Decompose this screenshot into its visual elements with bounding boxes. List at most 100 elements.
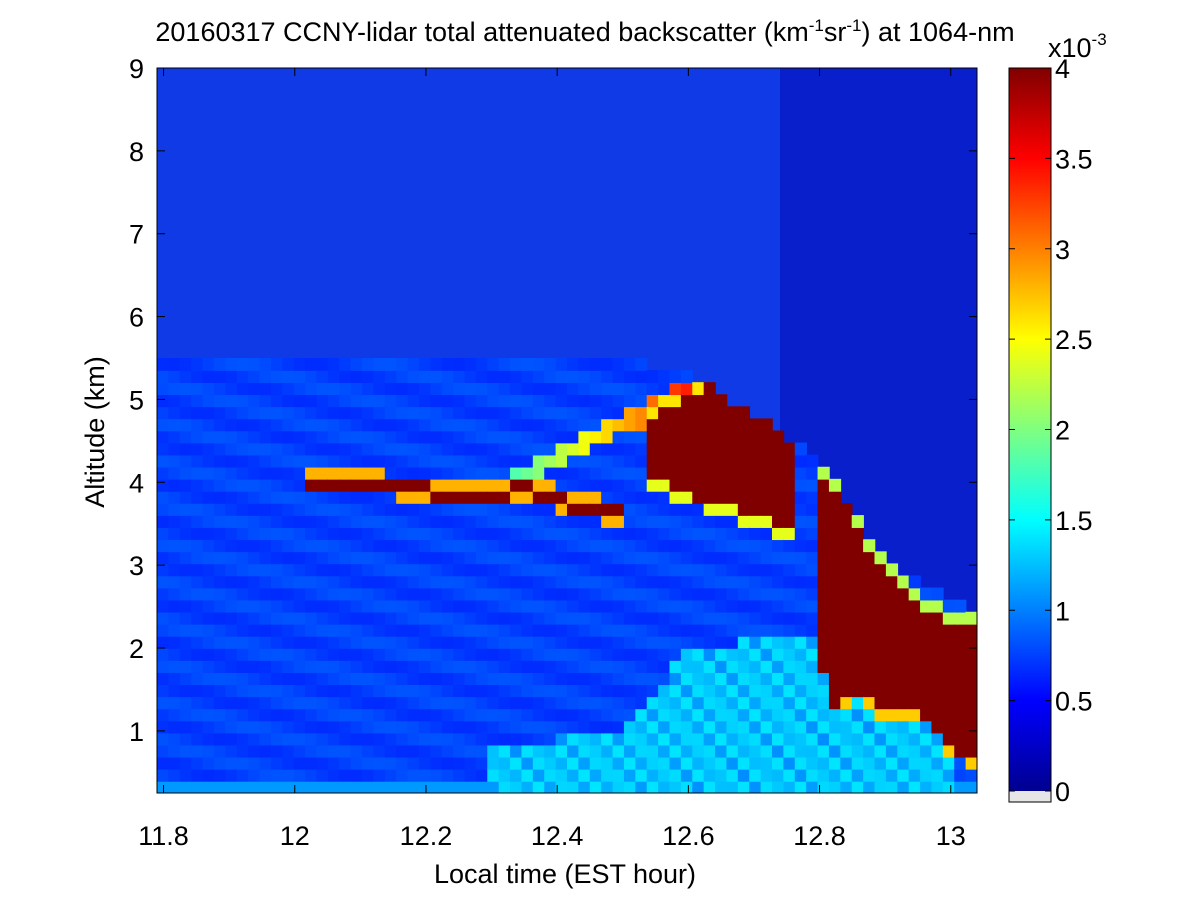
heatmap-cell [510, 696, 523, 710]
heatmap-cell [817, 744, 830, 758]
heatmap-cell [920, 744, 933, 758]
heatmap-cell [202, 539, 215, 553]
heatmap-cell [373, 599, 386, 613]
heatmap-cell [897, 599, 910, 613]
heatmap-cell [612, 672, 625, 686]
heatmap-cell [589, 768, 602, 782]
heatmap-cell [601, 575, 614, 589]
heatmap-cell [544, 708, 557, 722]
heatmap-cell [236, 720, 249, 734]
heatmap-cell [282, 635, 295, 649]
heatmap-cell [270, 720, 284, 734]
heatmap-cell [407, 696, 420, 710]
heatmap-cell [293, 503, 306, 516]
heatmap-cell [464, 442, 477, 456]
heatmap-cell [658, 406, 671, 420]
heatmap-cell [726, 744, 739, 758]
heatmap-cell [817, 515, 830, 528]
heatmap-cell [225, 635, 238, 649]
heatmap-cell [225, 768, 238, 782]
heatmap-cell [897, 648, 910, 661]
heatmap-cell [806, 587, 819, 601]
heatmap-cell [373, 696, 386, 710]
heatmap-cell [498, 539, 511, 553]
heatmap-cell [646, 394, 659, 408]
heatmap-cell [737, 611, 751, 625]
heatmap-cell [248, 539, 261, 553]
heatmap-cell [487, 527, 500, 541]
heatmap-cell [441, 527, 454, 541]
heatmap-cell [168, 539, 181, 553]
heatmap-cell [373, 527, 386, 541]
heatmap-cell [715, 696, 728, 710]
heatmap-cell [965, 780, 977, 793]
heatmap-cell [749, 563, 762, 577]
heatmap-cell [931, 623, 944, 637]
heatmap-cell [806, 478, 819, 492]
heatmap-cell [498, 720, 511, 734]
heatmap-cell [510, 515, 523, 528]
colorbar-tick-label: 4 [1055, 54, 1070, 84]
heatmap-cell [737, 490, 751, 504]
heatmap-cell [191, 454, 204, 468]
heatmap-cell [874, 551, 887, 565]
heatmap-cell [737, 551, 751, 565]
heatmap-cell [601, 648, 614, 661]
heatmap-cell [623, 732, 637, 746]
heatmap-cell [749, 539, 762, 553]
heatmap-cell [464, 768, 477, 782]
heatmap-cell [293, 442, 306, 456]
heatmap-cell [749, 490, 762, 504]
heatmap-cell [157, 648, 170, 661]
heatmap-cell [669, 551, 682, 565]
heatmap-cell [293, 660, 306, 673]
heatmap-cell [236, 756, 249, 770]
heatmap-cell [532, 684, 546, 698]
heatmap-cell [828, 539, 842, 553]
heatmap-cell [578, 454, 591, 468]
heatmap-cell [578, 442, 591, 456]
heatmap-cell [168, 442, 181, 456]
heatmap-cell [567, 406, 580, 420]
heatmap-cell [965, 696, 977, 710]
heatmap-cell [680, 478, 694, 492]
heatmap-cell [794, 515, 807, 528]
heatmap-cell [555, 563, 568, 577]
heatmap-cell [680, 563, 694, 577]
heatmap-cell [453, 563, 466, 577]
heatmap-cell [726, 672, 739, 686]
heatmap-cell [202, 478, 215, 492]
heatmap-cell [362, 358, 375, 371]
heatmap-cell [589, 430, 602, 444]
heatmap-cell [213, 744, 227, 758]
heatmap-cell [259, 660, 272, 673]
heatmap-cell [840, 696, 853, 710]
heatmap-cell [612, 394, 625, 408]
heatmap-cell [578, 490, 591, 504]
heatmap-cell [578, 648, 591, 661]
heatmap-cell [544, 454, 557, 468]
heatmap-cell [441, 551, 454, 565]
heatmap-cell [475, 720, 489, 734]
heatmap-cell [578, 575, 591, 589]
heatmap-cell [874, 780, 887, 793]
heatmap-cell [396, 623, 409, 637]
heatmap-cell [544, 358, 557, 371]
heatmap-cell [350, 768, 363, 782]
heatmap-cell [703, 430, 716, 444]
heatmap-cell [635, 623, 648, 637]
heatmap-cell [339, 599, 352, 613]
heatmap-cell [498, 466, 511, 480]
heatmap-cell [179, 744, 192, 758]
heatmap-cell [532, 696, 546, 710]
heatmap-cell [168, 720, 181, 734]
heatmap-cell [828, 575, 842, 589]
heatmap-cell [418, 660, 432, 673]
heatmap-cell [828, 708, 842, 722]
heatmap-cell [680, 768, 694, 782]
heatmap-cell [954, 720, 967, 734]
heatmap-cell [817, 684, 830, 698]
heatmap-cell [157, 720, 170, 734]
heatmap-cell [589, 684, 602, 698]
heatmap-cell [794, 648, 807, 661]
